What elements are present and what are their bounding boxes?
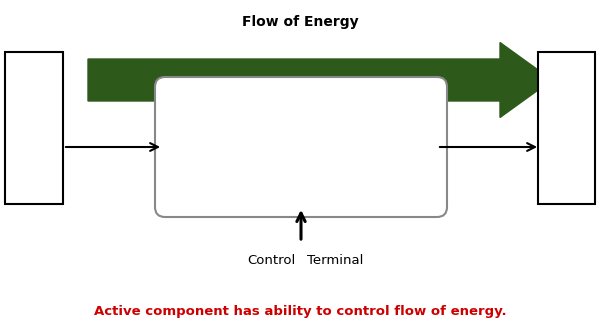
FancyBboxPatch shape xyxy=(155,77,447,217)
Text: Terminal: Terminal xyxy=(307,254,364,267)
Text: Control: Control xyxy=(247,254,295,267)
Text: Energy Source: Energy Source xyxy=(28,85,41,171)
Bar xyxy=(538,52,595,204)
Text: Active component has ability to control flow of energy.: Active component has ability to control … xyxy=(94,305,506,318)
Text: Active Component: Active Component xyxy=(223,139,380,154)
Text: Load: Load xyxy=(560,114,573,142)
Polygon shape xyxy=(88,42,552,118)
Bar xyxy=(5,52,63,204)
Text: Flow of Energy: Flow of Energy xyxy=(242,15,358,29)
